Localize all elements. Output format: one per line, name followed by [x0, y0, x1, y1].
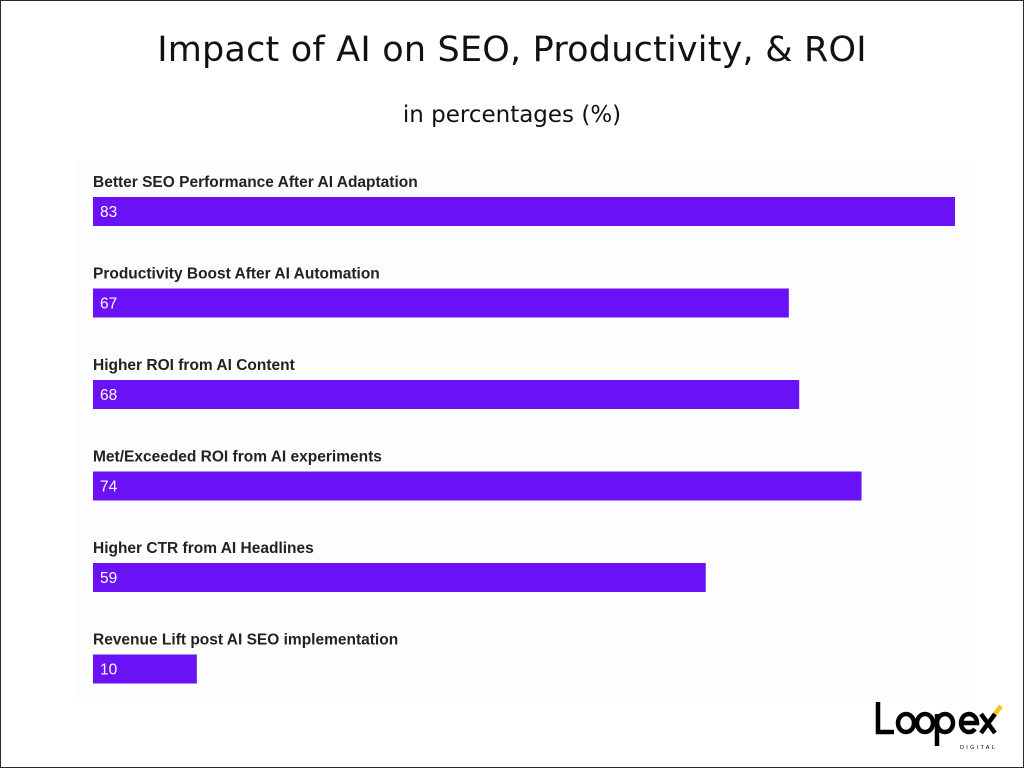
bar-value-label: 74 — [100, 479, 118, 496]
category-label: Productivity Boost After AI Automation — [93, 266, 380, 283]
bar-value-label: 10 — [100, 662, 118, 679]
category-label: Higher CTR from AI Headlines — [93, 540, 314, 557]
chart-subtitle: in percentages (%) — [402, 102, 622, 128]
logo-tagline: DIGITAL — [960, 745, 997, 751]
bar-value-label: 83 — [100, 204, 117, 221]
category-label: Revenue Lift post AI SEO implementation — [93, 632, 398, 649]
bar — [93, 563, 706, 592]
category-label: Met/Exceeded ROI from AI experiments — [93, 449, 382, 466]
bar-value-label: 67 — [100, 296, 117, 313]
bar-chart: Better SEO Performance After AI Adaptati… — [93, 174, 955, 684]
bar — [93, 380, 800, 409]
bar — [93, 471, 862, 501]
loopex-logo: DIGITAL — [875, 702, 1003, 751]
bar — [93, 197, 955, 226]
bar — [93, 288, 789, 318]
bar — [93, 654, 197, 684]
category-label: Higher ROI from AI Content — [93, 357, 295, 374]
bar-value-label: 68 — [100, 387, 117, 404]
chart-panel: Better SEO Performance After AI Adaptati… — [76, 160, 974, 702]
chart-title: Impact of AI on SEO, Productivity, & ROI — [157, 30, 867, 70]
bar-value-label: 59 — [100, 570, 117, 587]
category-label: Better SEO Performance After AI Adaptati… — [93, 174, 418, 191]
